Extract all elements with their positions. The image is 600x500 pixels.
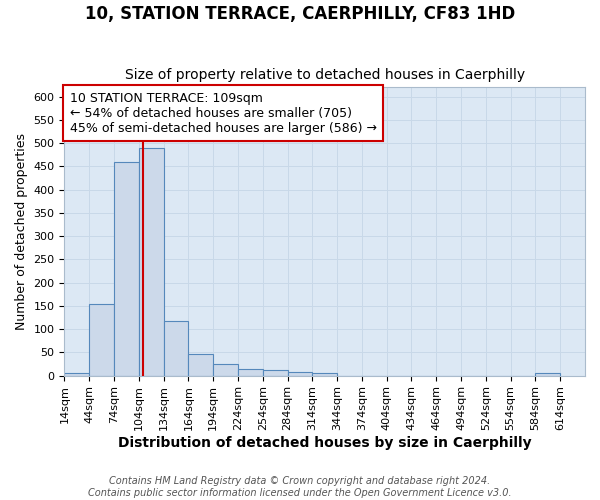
Bar: [139, 148, 164, 376]
Bar: [188, 354, 213, 376]
Bar: [213, 364, 238, 376]
Title: Size of property relative to detached houses in Caerphilly: Size of property relative to detached ho…: [125, 68, 525, 82]
Bar: [89, 304, 114, 376]
Bar: [535, 374, 560, 376]
Bar: [64, 374, 89, 376]
Bar: [238, 369, 263, 376]
X-axis label: Distribution of detached houses by size in Caerphilly: Distribution of detached houses by size …: [118, 436, 532, 450]
Bar: [114, 162, 139, 376]
Text: 10 STATION TERRACE: 109sqm
← 54% of detached houses are smaller (705)
45% of sem: 10 STATION TERRACE: 109sqm ← 54% of deta…: [70, 92, 377, 134]
Y-axis label: Number of detached properties: Number of detached properties: [15, 133, 28, 330]
Text: Contains HM Land Registry data © Crown copyright and database right 2024.
Contai: Contains HM Land Registry data © Crown c…: [88, 476, 512, 498]
Bar: [164, 321, 188, 376]
Text: 10, STATION TERRACE, CAERPHILLY, CF83 1HD: 10, STATION TERRACE, CAERPHILLY, CF83 1H…: [85, 5, 515, 23]
Bar: [313, 374, 337, 376]
Bar: [287, 372, 313, 376]
Bar: [263, 370, 287, 376]
